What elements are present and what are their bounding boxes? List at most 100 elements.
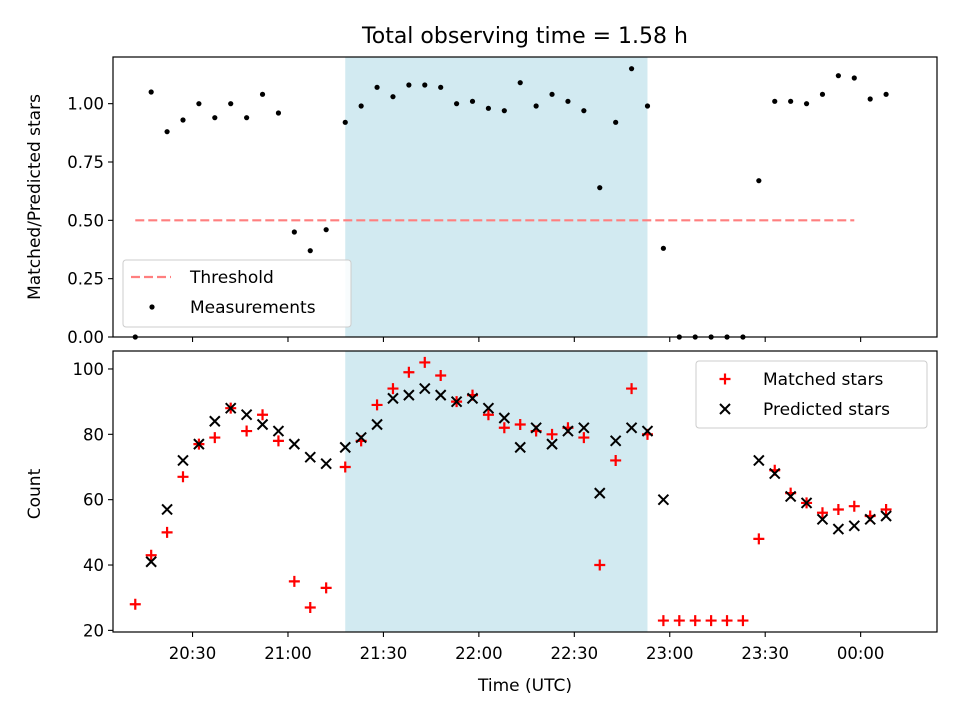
x-tick-label: 20:30 <box>169 644 217 663</box>
matched-stars-point <box>482 409 494 421</box>
matched-stars-point <box>753 533 765 545</box>
measurement-point <box>597 185 603 191</box>
x-tick-label: 21:00 <box>264 644 312 663</box>
predicted-stars-point <box>419 382 431 395</box>
measurement-point <box>438 84 444 90</box>
y-tick-label: 0.25 <box>67 270 104 289</box>
predicted-stars-point <box>530 422 542 434</box>
measurement-point <box>485 105 492 111</box>
predicted-stars-point <box>816 513 829 525</box>
predicted-stars-point <box>641 425 654 437</box>
predicted-stars-point <box>145 556 157 568</box>
measurement-point <box>291 229 297 235</box>
matched-stars-point <box>880 503 892 515</box>
predicted-stars-point <box>832 523 845 535</box>
matched-stars-point <box>673 615 685 627</box>
measurement-point <box>549 91 555 97</box>
matched-stars-point <box>320 582 332 594</box>
measurement-point <box>212 115 218 121</box>
matched-stars-point <box>498 422 510 434</box>
measurement-point <box>275 110 282 116</box>
measurement-point <box>581 108 587 114</box>
predicted-stars-point <box>288 438 301 450</box>
matched-stars-point <box>832 503 844 515</box>
x-tick-label: 21:30 <box>360 644 408 663</box>
predicted-stars-point <box>769 467 781 480</box>
matched-stars-point <box>546 428 558 440</box>
measurement-point <box>788 98 794 104</box>
legend-box <box>695 360 928 429</box>
measurement-point <box>867 96 873 102</box>
matched-stars-point <box>129 598 141 610</box>
predicted-stars-point <box>514 441 526 454</box>
matched-stars-point <box>304 601 316 613</box>
predicted-stars-point <box>225 402 237 414</box>
matched-stars-point <box>241 425 253 437</box>
predicted-stars-point <box>320 458 332 470</box>
matched-stars-point <box>737 615 749 627</box>
measurement-point <box>660 245 666 251</box>
plot-frame <box>112 350 938 633</box>
legend-measurements-label: Measurements <box>190 298 316 318</box>
matched-stars-point <box>419 356 431 368</box>
measurement-point <box>803 101 810 107</box>
matched-stars-point <box>721 615 733 627</box>
shaded-interval <box>345 57 648 337</box>
measurement-point <box>851 75 857 81</box>
y-tick-label: 0.50 <box>67 211 104 230</box>
predicted-stars-point <box>193 438 205 450</box>
legend-matched-label: Matched stars <box>763 370 883 390</box>
measurement-point <box>517 80 523 86</box>
predicted-stars-point <box>498 412 511 424</box>
matched-stars-point <box>578 432 590 444</box>
measurement-point <box>358 103 364 109</box>
measurement-point <box>180 117 186 123</box>
x-tick-label: 23:00 <box>646 644 694 663</box>
legend-measurements-swatch <box>149 304 155 310</box>
predicted-stars-point <box>466 392 479 405</box>
measurement-point <box>453 101 460 107</box>
measurement-point <box>501 108 507 114</box>
x-tick-label: 23:30 <box>741 644 789 663</box>
predicted-stars-point <box>403 389 415 401</box>
measurement-point <box>835 73 841 79</box>
legend-predicted-swatch <box>719 403 731 415</box>
matched-stars-point <box>610 454 622 466</box>
matched-stars-point <box>403 366 415 378</box>
predicted-stars-point <box>800 497 813 509</box>
measurement-point <box>469 98 476 104</box>
matched-stars-point <box>705 615 717 627</box>
predicted-stars-point <box>371 418 383 431</box>
matched-stars-point <box>689 615 701 627</box>
chart-title: Total observing time = 1.58 h <box>361 24 688 49</box>
x-tick-label: 22:30 <box>551 644 599 663</box>
measurement-point <box>374 84 380 90</box>
measurement-point <box>644 103 651 109</box>
predicted-stars-point <box>355 431 367 444</box>
predicted-stars-point <box>272 425 285 437</box>
measurement-point <box>422 82 428 88</box>
legend-threshold-label: Threshold <box>189 268 274 288</box>
predicted-stars-point <box>880 510 892 522</box>
predicted-stars-point <box>450 395 463 408</box>
matched-stars-point <box>161 526 173 538</box>
predicted-stars-point <box>609 435 622 447</box>
plot-frame <box>112 56 938 338</box>
measurement-point <box>307 248 313 254</box>
predicted-stars-point <box>209 415 221 427</box>
predicted-stars-point <box>848 520 860 532</box>
predicted-stars-point <box>256 418 269 431</box>
measurement-point <box>756 178 762 184</box>
matched-stars-point <box>594 559 606 571</box>
matched-stars-point <box>371 399 383 411</box>
predicted-stars-point <box>784 490 797 503</box>
predicted-stars-point <box>304 451 316 463</box>
top-y-axis-label: Matched/Predicted stars <box>25 94 45 300</box>
predicted-stars-point <box>578 422 590 434</box>
predicted-stars-point <box>864 513 876 525</box>
measurement-point <box>819 91 826 97</box>
measurement-point <box>164 129 170 135</box>
measurement-point <box>406 82 412 88</box>
top-plot: 0.00 0.25 0.50 0.75 1.00 Threshold Measurement… <box>67 56 938 347</box>
